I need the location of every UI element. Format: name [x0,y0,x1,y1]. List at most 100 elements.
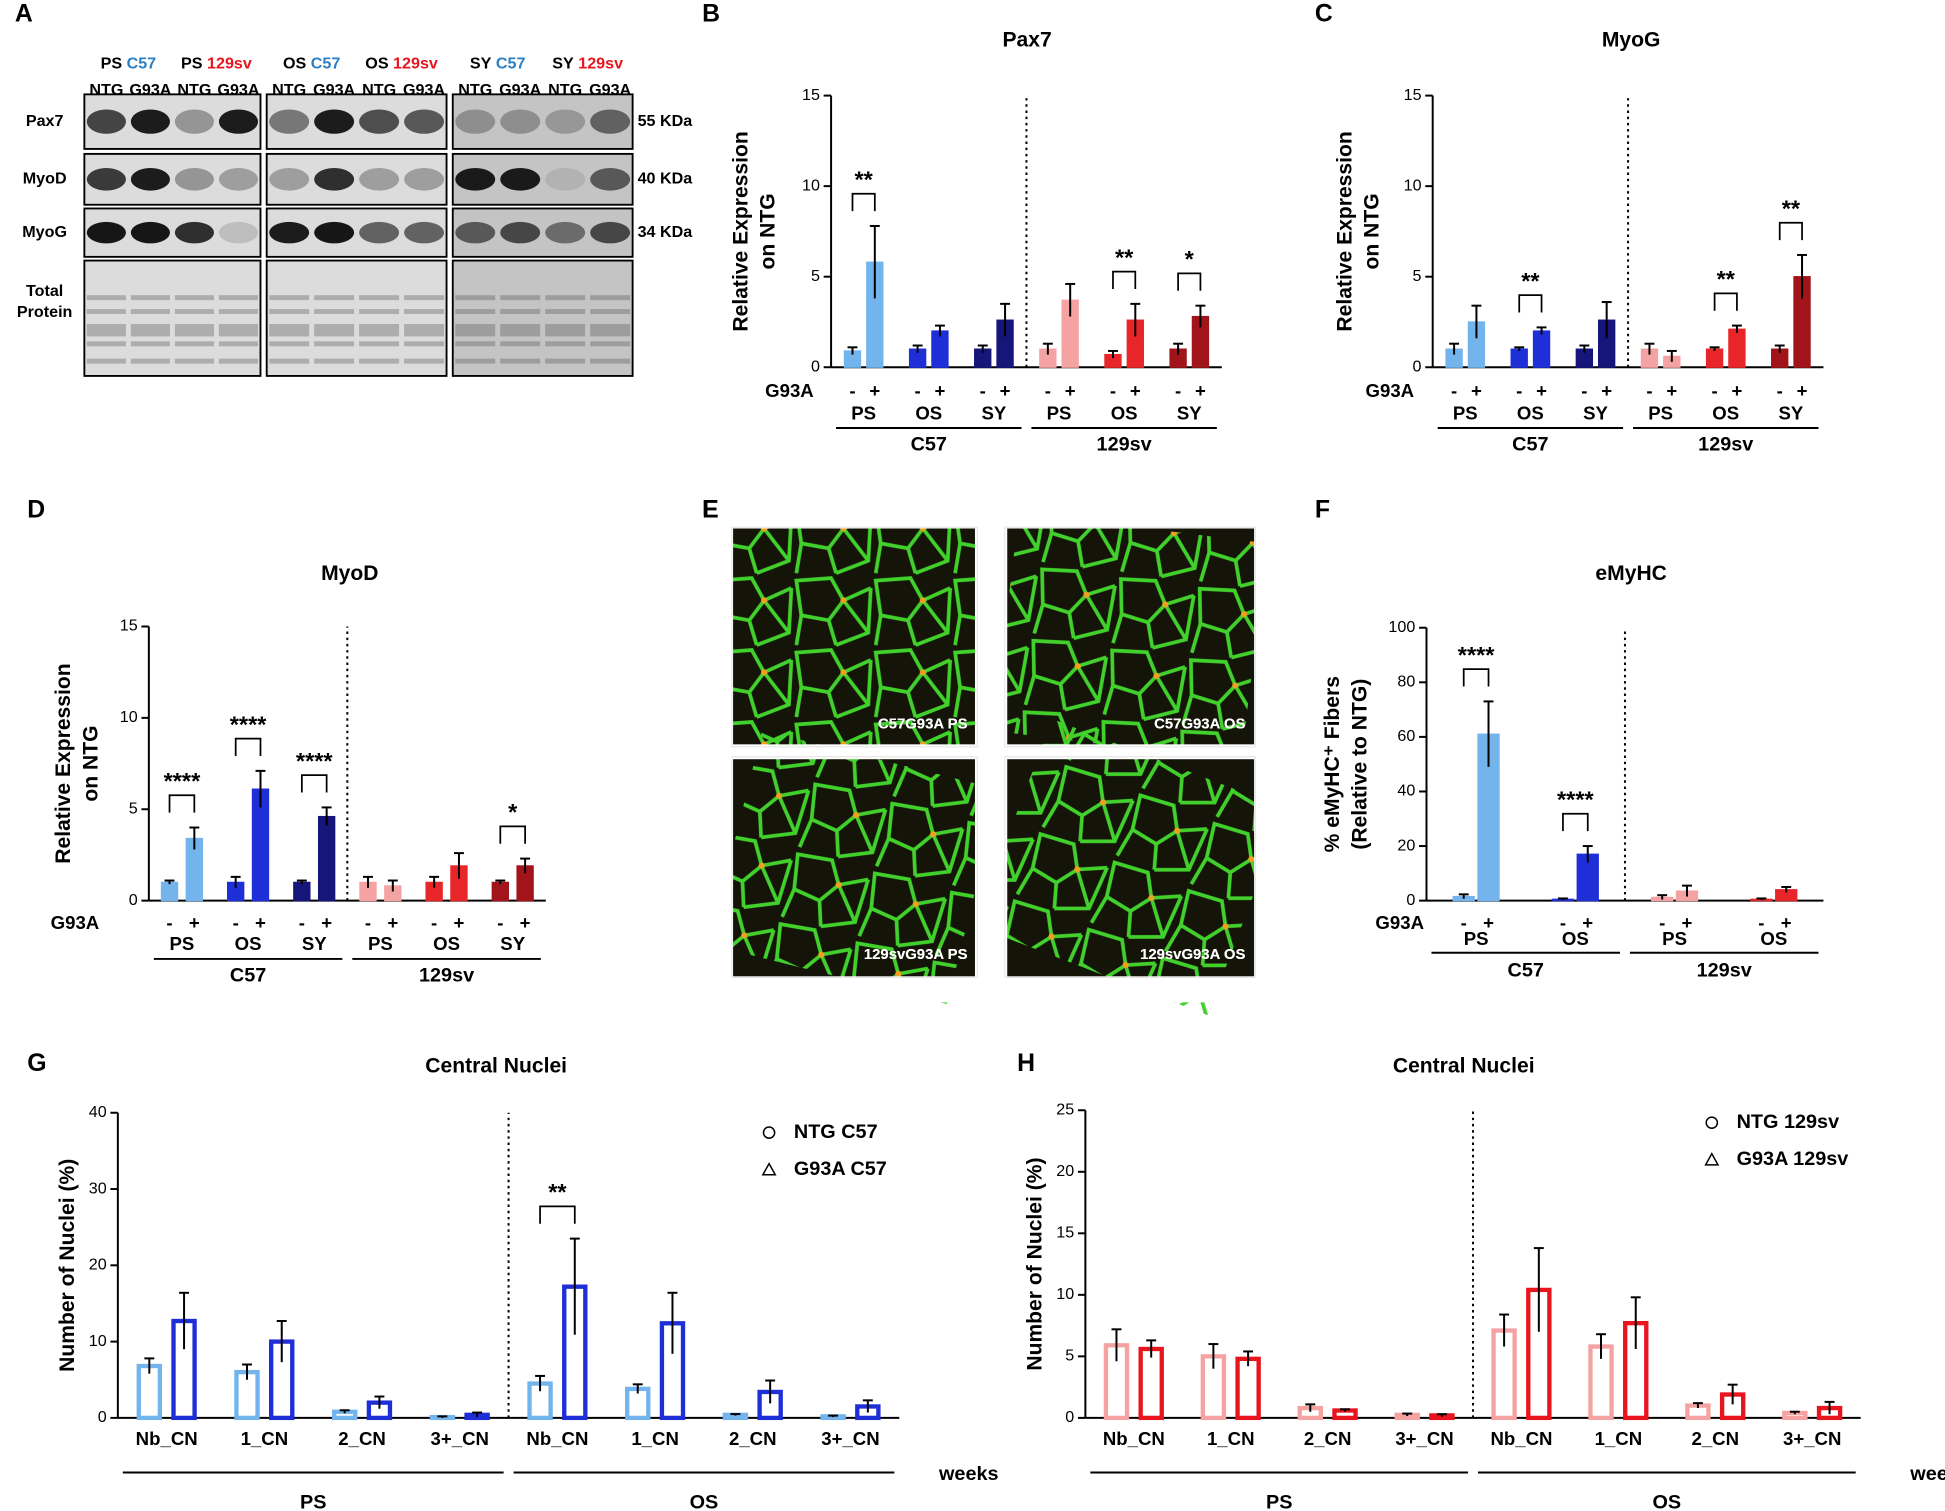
blot-band [269,221,310,244]
error-bar [387,879,398,892]
blot-strain: C57 [311,55,341,73]
x-row-label: + [454,912,465,933]
group-label: C57 [911,434,947,456]
group-label: C57 [230,965,266,987]
y-axis-label: % eMyHC⁺ Fibers (Relative to NTG) [1321,676,1371,852]
x-tick-label: 1_CN [1207,1428,1255,1449]
error-bar [1000,302,1011,337]
blot-band [86,358,126,364]
blot-region: PS [101,55,123,73]
error-bar [230,875,241,888]
error-bar [179,1291,190,1350]
y-label-line: on NTG [1361,193,1384,269]
blot-band [314,358,355,364]
error-bar [1657,894,1668,900]
error-bar [632,1383,643,1394]
x-tick-label: 3+_CN [1783,1428,1841,1449]
group-label: PS [300,1492,326,1511]
blot-band [218,341,259,347]
significance-label: **** [296,748,333,774]
error-bar [1402,1412,1413,1417]
y-tick-label: 15 [802,86,820,104]
x-row-label: + [1000,380,1011,401]
x-tick-label: Nb_CN [1103,1428,1165,1449]
x-row-label: + [1065,380,1076,401]
y-tick-label: 10 [89,1332,107,1350]
blot-band [359,358,400,364]
blot-band [545,309,586,314]
blot-band [218,309,259,314]
error-bar [977,344,988,353]
blot-band [86,109,126,134]
blot-header: PS C57 [101,55,157,73]
x-row-label: + [1483,912,1494,933]
blot-band [590,168,631,191]
x-row-label: + [189,912,200,933]
error-bar [374,1395,385,1409]
x-tick-label: 1_CN [631,1428,679,1449]
x-row-label: - [849,380,855,401]
group-label: OS [1653,1492,1682,1511]
blot-band [500,324,541,337]
y-tick-label: 5 [1065,1347,1074,1365]
y-tick-label: 20 [1397,836,1415,854]
blot-band [404,341,445,347]
error-bar [1065,282,1076,317]
error-bar [1536,326,1547,335]
x-row-title: G93A [1375,912,1424,933]
error-bar [1774,344,1785,353]
micrograph-stain [973,719,1287,1016]
micrograph-stain [992,512,1268,762]
group-label: OS [690,1492,719,1511]
x-row-label: - [166,912,172,933]
error-bar [1709,346,1720,351]
error-bar [1781,885,1792,893]
blot-band [269,109,310,134]
significance-bracket [1177,272,1202,291]
x-row-label: + [935,380,946,401]
panel-letter: A [15,1,33,28]
significance-bracket [1518,294,1543,313]
error-bar [1797,253,1808,299]
error-bar [1514,346,1525,351]
blot-lane: G93A [129,81,171,99]
y-tick-label: 0 [1413,358,1422,376]
x-tick-label: PS [1648,402,1673,423]
error-bar [1630,1296,1641,1349]
error-bar [1682,884,1692,897]
x-row-label: - [1758,912,1764,933]
blot-region: PS [181,55,203,73]
blot-band [404,295,445,301]
blot-band [455,221,496,244]
error-bar [321,806,332,826]
error-bar [847,346,858,355]
significance-label: ** [1717,266,1736,292]
blot-band [218,324,259,337]
error-bar [1449,342,1460,355]
blot-protein: Pax7 [26,112,64,130]
x-row-label: - [1581,380,1587,401]
bar [1235,1356,1261,1421]
x-tick-label: 3+_CN [821,1428,879,1449]
error-bar [1146,1339,1157,1358]
blot-band [174,309,215,314]
blot-band [404,168,445,191]
blot-strain: 129sv [393,55,438,73]
bar [1532,330,1551,368]
blot-band [545,109,586,134]
blot-band [359,324,400,337]
error-bar [1130,302,1141,337]
micrograph-caption: 129svG93A OS [1140,947,1245,963]
error-bar [535,1374,546,1392]
x-tick-label: 3+_CN [431,1428,489,1449]
legend-marker [1704,1152,1720,1166]
blot-band [455,295,496,301]
chart-title: eMyHC [1595,562,1666,585]
x-row-label: + [1471,380,1482,401]
error-bar [765,1379,776,1404]
chart-title: Central Nuclei [425,1054,567,1077]
error-bar [1666,349,1677,362]
x-row-label: - [1711,380,1717,401]
x-row-label: - [1045,380,1051,401]
